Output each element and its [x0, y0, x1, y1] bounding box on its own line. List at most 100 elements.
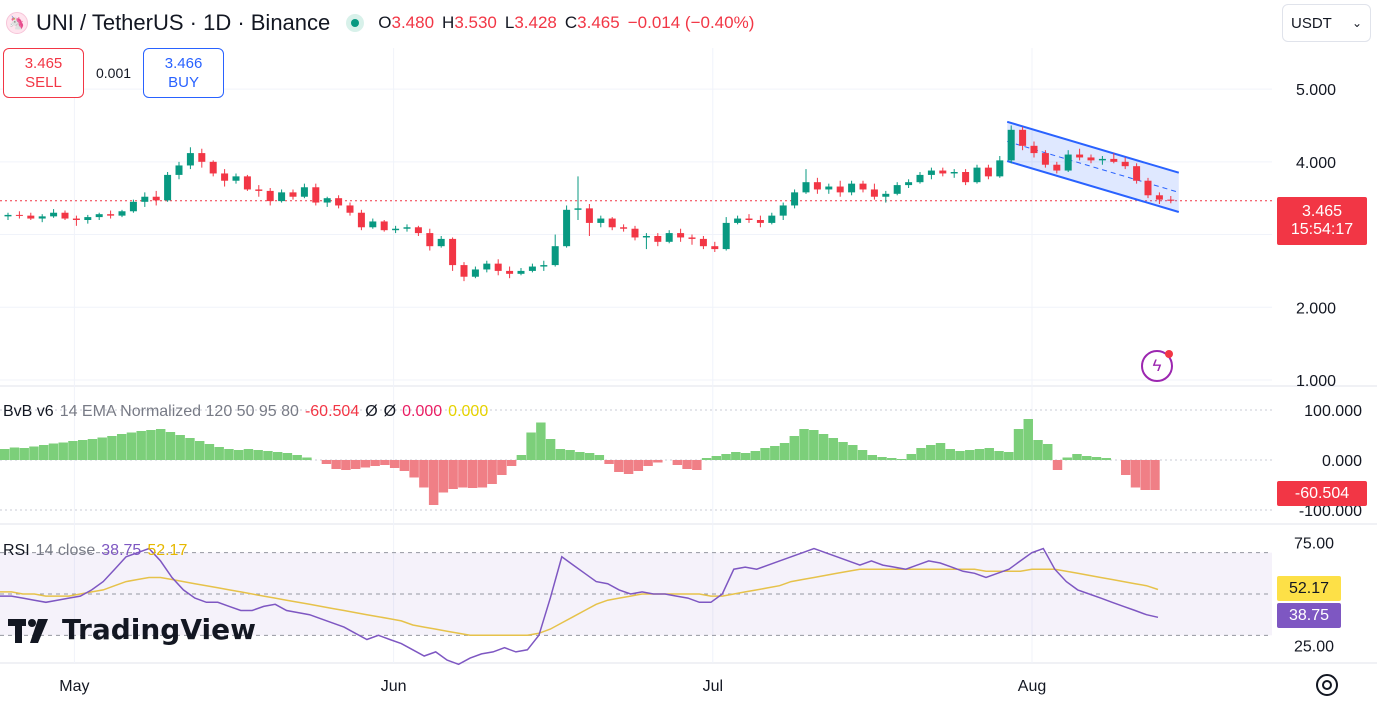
candle-body	[152, 196, 160, 201]
bvb-bar	[1140, 460, 1150, 490]
chevron-down-icon: ⌄	[1351, 16, 1362, 30]
candle-body	[1087, 157, 1095, 161]
bvb-bar	[1130, 460, 1141, 488]
bvb-bar	[604, 460, 614, 464]
candle-body	[859, 183, 867, 190]
bvb-bar	[438, 460, 449, 493]
bvb-legend[interactable]: BvB v6 14 EMA Normalized 120 50 95 80 -6…	[3, 403, 488, 421]
bvb-bar	[341, 460, 351, 470]
candle-body	[973, 167, 981, 183]
price-tick-label: 1.000	[1296, 373, 1336, 390]
bvb-bar	[204, 444, 215, 460]
candle-body	[72, 218, 80, 220]
bvb-bar	[467, 460, 478, 488]
bvb-bar	[175, 435, 185, 460]
candle-body	[38, 216, 46, 219]
candle-body	[1076, 154, 1084, 158]
rsi-ma-tag: 52.17	[1277, 576, 1341, 601]
bvb-bar	[760, 448, 770, 460]
sell-button[interactable]: 3.465 SELL	[3, 48, 84, 98]
candle-body	[414, 227, 422, 234]
bvb-bar	[974, 449, 985, 460]
bvb-bar	[1091, 457, 1102, 460]
bvb-bar	[887, 458, 897, 460]
bvb-bar	[194, 441, 205, 460]
bvb-bar	[818, 434, 829, 460]
candle-body	[882, 193, 890, 197]
change-value: −0.014 (−0.40%)	[627, 13, 755, 32]
candle-body	[608, 218, 616, 228]
bvb-name: BvB v6	[3, 403, 54, 420]
buy-label: BUY	[168, 74, 199, 91]
bvb-bar	[292, 455, 302, 460]
bvb-bar	[994, 451, 1004, 460]
candle-body	[175, 165, 183, 175]
bvb-bar	[633, 460, 644, 471]
bvb-bar	[77, 440, 88, 460]
ohlc-label: O	[378, 13, 392, 32]
bvb-null-1: Ø	[365, 403, 378, 420]
spread-value: 0.001	[96, 65, 132, 81]
candle-body	[50, 212, 58, 217]
candle-body	[996, 160, 1004, 177]
channel-upper-line	[1006, 120, 1180, 174]
bvb-bar	[584, 453, 595, 460]
market-status-icon[interactable]	[346, 14, 365, 32]
bvb-tick-label: 0.000	[1322, 453, 1362, 470]
candle-body	[84, 217, 92, 220]
rsi-legend[interactable]: RSI 14 close 38.75 52.17	[3, 542, 187, 560]
candle-body	[802, 182, 810, 193]
symbol-title[interactable]: UNI / TetherUS · 1D · Binance	[36, 10, 331, 35]
candle-body	[1098, 158, 1106, 161]
candle-body	[1155, 195, 1163, 200]
candle-body	[677, 233, 685, 238]
lightning-icon[interactable]: ϟ	[1141, 350, 1173, 382]
rsi-line	[0, 547, 1159, 666]
settings-icon[interactable]	[1316, 674, 1338, 696]
currency-select[interactable]: USDT ⌄	[1282, 4, 1371, 42]
candle-body	[528, 266, 536, 271]
candle-body	[129, 201, 137, 212]
candle-body	[164, 174, 172, 201]
bvb-tick-label: 100.000	[1304, 403, 1362, 420]
bvb-bar	[282, 453, 293, 460]
candle-body	[61, 212, 69, 219]
candle-body	[779, 205, 787, 216]
time-tick-label: Jun	[381, 678, 407, 695]
bvb-bar	[389, 460, 400, 468]
candle-body	[437, 238, 445, 247]
bvb-bar	[331, 460, 341, 469]
bvb-bar	[526, 432, 536, 460]
candle-body	[243, 176, 251, 190]
candle-body	[574, 208, 582, 210]
candle-body	[494, 263, 502, 271]
bvb-tag-value: -60.504	[1294, 484, 1350, 502]
candle-body	[403, 227, 411, 229]
candle-body	[825, 186, 833, 190]
candle-body	[745, 218, 753, 220]
candle-body	[585, 208, 593, 223]
ohlc-value: 3.530	[454, 13, 497, 32]
ohlc-values: O3.480 H3.530 L3.428 C3.465 −0.014 (−0.4…	[378, 13, 754, 33]
bvb-bar	[857, 450, 868, 460]
bvb-bar	[19, 448, 29, 460]
ohlc-label: C	[564, 13, 578, 32]
candle-body	[984, 167, 992, 177]
bvb-bar	[38, 445, 49, 460]
uniswap-icon[interactable]: 🦄	[6, 12, 28, 34]
bvb-bar	[623, 460, 634, 474]
bvb-bar	[370, 460, 380, 466]
bvb-bar	[48, 443, 59, 460]
ohlc-value: 3.480	[391, 13, 435, 32]
buy-button[interactable]: 3.466 BUY	[143, 48, 225, 98]
bvb-bar	[1150, 460, 1160, 490]
candle-body	[186, 153, 194, 166]
tradingview-logo[interactable]: TradingView	[8, 613, 256, 646]
bvb-bar	[253, 450, 263, 460]
sell-price: 3.465	[24, 55, 63, 72]
ohlc-label: H	[442, 13, 455, 32]
candle-body	[1019, 129, 1027, 146]
bvb-bar	[906, 454, 917, 460]
candle-body	[1007, 129, 1015, 161]
